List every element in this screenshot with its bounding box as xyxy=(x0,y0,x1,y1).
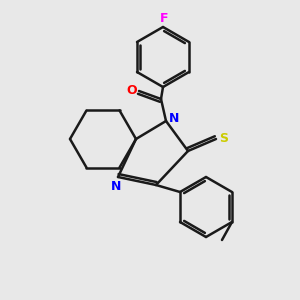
Text: N: N xyxy=(111,179,121,193)
Text: N: N xyxy=(169,112,179,125)
Text: O: O xyxy=(127,83,137,97)
Text: F: F xyxy=(160,11,168,25)
Text: S: S xyxy=(220,131,229,145)
